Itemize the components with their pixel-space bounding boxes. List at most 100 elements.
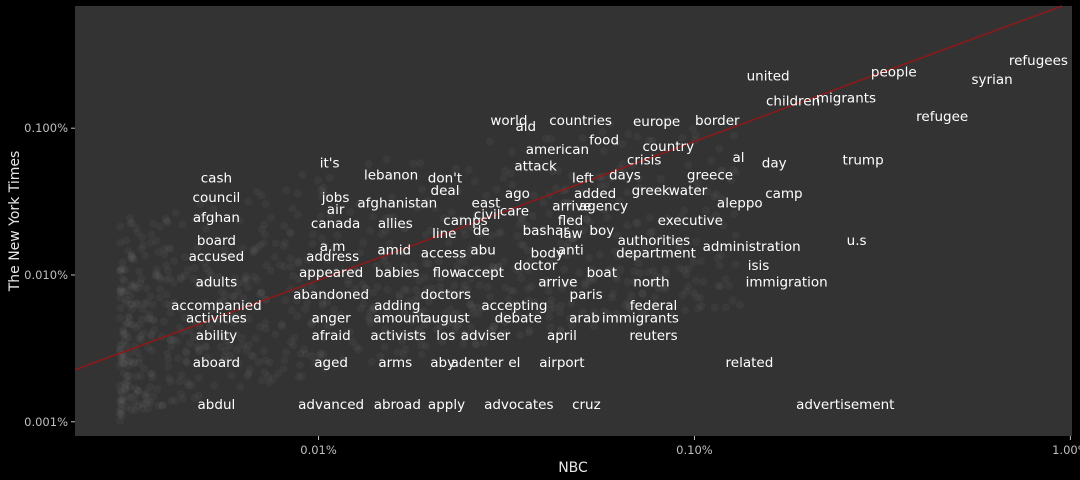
background-point: [286, 338, 295, 347]
background-point: [205, 322, 214, 331]
background-point: [336, 291, 345, 299]
background-point: [247, 351, 256, 360]
background-point: [533, 309, 542, 318]
background-point: [501, 283, 510, 292]
background-point: [459, 340, 468, 349]
word-label: adding: [374, 298, 420, 314]
background-point: [409, 331, 418, 340]
background-point: [202, 343, 210, 352]
background-point: [434, 257, 443, 266]
background-point: [256, 290, 264, 299]
background-point: [362, 284, 371, 293]
background-point: [294, 257, 303, 266]
background-point: [116, 397, 124, 406]
background-point: [506, 300, 515, 309]
background-point: [559, 198, 568, 207]
background-point: [542, 276, 551, 285]
word-label: al: [732, 150, 744, 166]
background-point: [420, 273, 429, 282]
background-point: [412, 285, 421, 294]
background-point: [137, 335, 146, 344]
background-point: [545, 300, 554, 308]
background-point: [129, 282, 137, 291]
background-point: [162, 217, 171, 226]
background-point: [436, 273, 445, 282]
background-point: [519, 241, 528, 250]
background-point: [612, 271, 621, 280]
background-point: [508, 180, 517, 189]
background-point: [318, 313, 327, 322]
background-point: [596, 181, 605, 190]
background-point: [307, 352, 316, 361]
background-point: [438, 174, 447, 183]
background-point: [223, 333, 231, 342]
background-point: [194, 347, 203, 356]
background-point: [712, 210, 721, 219]
background-point: [517, 273, 526, 282]
word-label: border: [695, 113, 740, 129]
background-point: [317, 186, 326, 194]
word-label: arab: [569, 310, 600, 326]
word-label: debate: [495, 310, 542, 326]
background-point: [368, 302, 377, 311]
background-point: [229, 292, 237, 301]
background-point: [513, 231, 522, 240]
word-label: arrive: [538, 275, 577, 291]
background-point: [145, 313, 154, 322]
background-point: [473, 303, 482, 312]
background-point: [344, 280, 353, 289]
word-label: address: [306, 249, 359, 265]
background-point: [525, 326, 534, 335]
word-label: united: [747, 69, 790, 85]
background-point: [261, 356, 270, 365]
background-point: [467, 323, 476, 332]
background-point: [270, 253, 279, 262]
background-point: [696, 257, 705, 265]
background-point: [551, 303, 559, 312]
background-point: [146, 292, 155, 301]
background-point: [645, 136, 653, 145]
background-point: [137, 274, 146, 283]
background-point: [426, 292, 435, 301]
background-point: [260, 220, 269, 229]
word-label: refugees: [1009, 53, 1068, 69]
background-point: [162, 290, 171, 299]
background-point: [660, 282, 669, 291]
background-point: [180, 253, 189, 262]
background-point: [280, 221, 289, 230]
background-point: [123, 318, 132, 327]
background-point: [469, 309, 478, 318]
background-point: [710, 303, 719, 312]
word-label: abroad: [374, 397, 421, 413]
background-point: [680, 206, 689, 215]
background-point: [287, 262, 296, 271]
word-label: crisis: [627, 153, 662, 169]
background-point: [148, 369, 157, 378]
background-point: [658, 234, 667, 243]
background-point: [120, 288, 128, 296]
background-point: [369, 304, 378, 313]
word-label: body: [531, 246, 564, 262]
background-point: [118, 340, 127, 349]
background-point: [517, 240, 526, 249]
background-point: [608, 289, 617, 298]
background-point: [250, 246, 259, 255]
background-point: [281, 238, 290, 247]
background-point: [348, 337, 357, 346]
background-point: [494, 229, 503, 238]
background-point: [625, 302, 634, 311]
background-point: [130, 280, 139, 289]
background-point: [542, 279, 551, 288]
background-point: [626, 304, 635, 313]
background-point: [325, 173, 334, 182]
background-point: [651, 293, 660, 302]
background-point: [553, 166, 562, 175]
background-point: [121, 386, 130, 395]
background-point: [719, 221, 728, 230]
background-point: [116, 313, 125, 322]
background-point: [703, 188, 712, 196]
word-label: boy: [589, 223, 614, 239]
background-point: [479, 338, 488, 347]
background-point: [281, 296, 290, 305]
trend-line: [74, 5, 1063, 371]
